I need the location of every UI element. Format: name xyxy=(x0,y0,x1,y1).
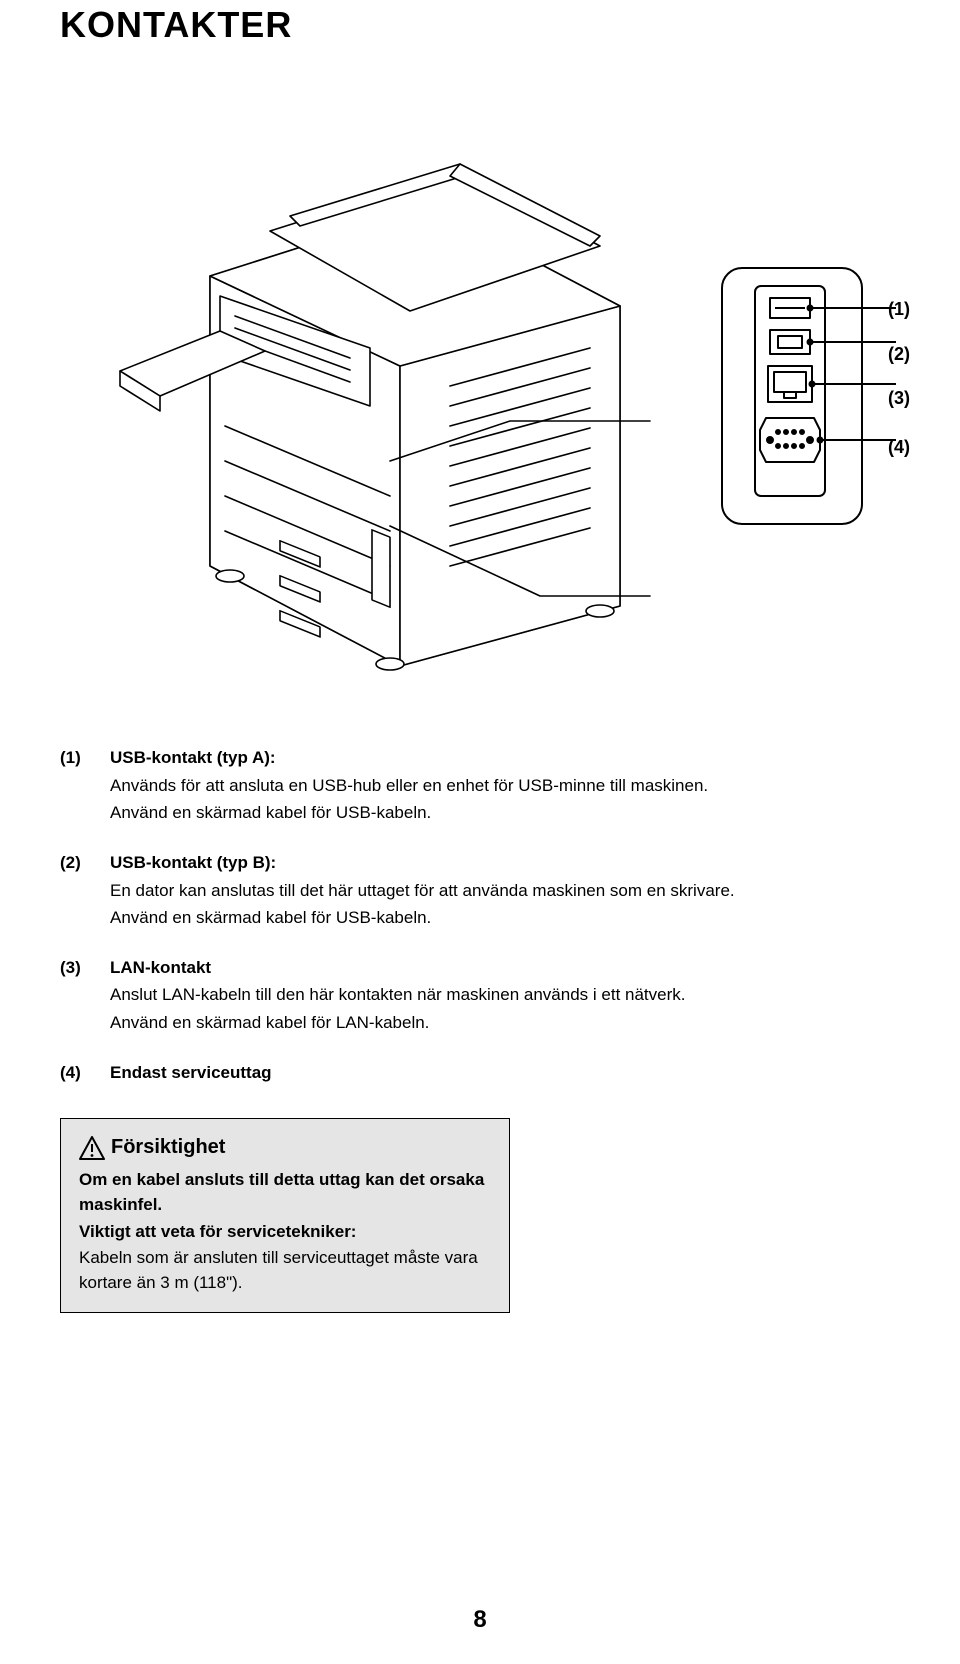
page-number: 8 xyxy=(0,1606,960,1634)
caution-line-2: Kabeln som är ansluten till serviceuttag… xyxy=(79,1246,491,1295)
def-num-4: (4) xyxy=(60,1061,110,1089)
definition-2: (2) USB-kontakt (typ B): En dator kan an… xyxy=(60,851,900,934)
port-marker-2: (2) xyxy=(888,339,910,370)
def-num-2: (2) xyxy=(60,851,110,934)
def-num-1: (1) xyxy=(60,746,110,829)
def-line-1-0: Används för att ansluta en USB-hub eller… xyxy=(110,774,900,799)
definitions-list: (1) USB-kontakt (typ A): Används för att… xyxy=(60,746,900,1088)
def-line-1-1: Använd en skärmad kabel för USB-kabeln. xyxy=(110,801,900,826)
definition-3: (3) LAN-kontakt Anslut LAN-kabeln till d… xyxy=(60,956,900,1039)
caution-line-1: Viktigt att veta för servicetekniker: xyxy=(79,1220,491,1245)
port-marker-1: (1) xyxy=(888,294,910,325)
def-line-3-1: Använd en skärmad kabel för LAN-kabeln. xyxy=(110,1011,900,1036)
definition-4: (4) Endast serviceuttag xyxy=(60,1061,900,1089)
port-marker-labels: (1) (2) (3) (4) xyxy=(888,294,910,476)
caution-body: Om en kabel ansluts till detta uttag kan… xyxy=(79,1168,491,1295)
port-detail-panel xyxy=(720,266,900,526)
port-marker-4: (4) xyxy=(888,432,910,463)
warning-icon xyxy=(79,1136,105,1160)
page-title: KONTAKTER xyxy=(60,4,900,46)
def-title-4: Endast serviceuttag xyxy=(110,1061,900,1086)
caution-heading: Försiktighet xyxy=(79,1133,491,1162)
def-line-3-0: Anslut LAN-kabeln till den här kontakten… xyxy=(110,983,900,1008)
def-title-1: USB-kontakt (typ A): xyxy=(110,746,900,771)
caution-line-0: Om en kabel ansluts till detta uttag kan… xyxy=(79,1168,491,1217)
def-num-3: (3) xyxy=(60,956,110,1039)
def-line-2-0: En dator kan anslutas till det här uttag… xyxy=(110,879,900,904)
caution-box: Försiktighet Om en kabel ansluts till de… xyxy=(60,1118,510,1312)
printer-illustration: (1) (2) (3) (4) xyxy=(60,66,900,706)
caution-heading-text: Försiktighet xyxy=(111,1133,225,1162)
port-marker-3: (3) xyxy=(888,383,910,414)
def-title-2: USB-kontakt (typ B): xyxy=(110,851,900,876)
def-title-3: LAN-kontakt xyxy=(110,956,900,981)
printer-svg xyxy=(90,66,710,686)
def-line-2-1: Använd en skärmad kabel för USB-kabeln. xyxy=(110,906,900,931)
definition-1: (1) USB-kontakt (typ A): Används för att… xyxy=(60,746,900,829)
